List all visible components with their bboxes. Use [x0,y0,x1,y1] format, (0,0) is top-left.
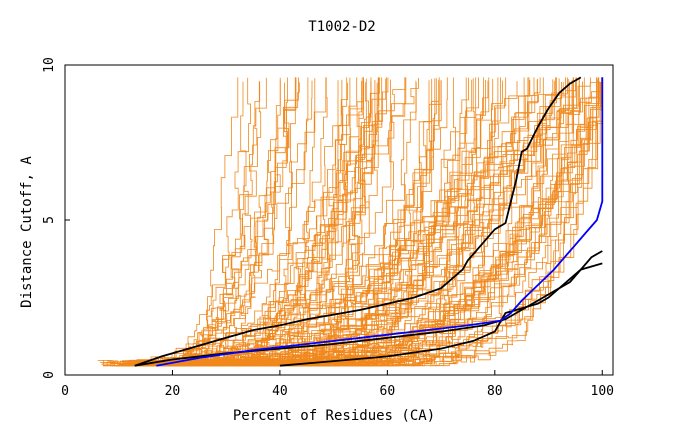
background-series-line [139,77,251,367]
background-series-line [176,77,566,367]
axis-ticks: 0 20 40 60 80 100 0 5 10 [42,57,614,399]
background-series-group [97,77,603,367]
background-series-line [111,80,430,367]
y-tick-label: 0 [42,371,57,379]
background-series-line [131,77,296,367]
background-series-line [146,77,267,367]
x-tick-label: 0 [61,384,69,399]
x-axis-label: Percent of Residues (CA) [233,408,435,424]
background-series-line [234,82,440,367]
background-series-line [211,77,328,367]
blue-curve-line [156,77,604,367]
x-tick-label: 80 [487,384,503,399]
y-tick-label: 5 [42,216,57,224]
black-curve-3-line [279,250,603,367]
highlighted-series-group [134,76,604,367]
x-tick-label: 100 [591,384,614,399]
background-series-line [153,79,603,367]
y-tick-label: 10 [42,57,57,73]
x-tick-label: 40 [272,384,288,399]
background-series-line [139,80,281,367]
background-series-line [164,77,407,367]
background-series-line [120,77,309,367]
chart-title: T1002-D2 [308,19,375,35]
background-series-line [111,77,387,367]
background-series-line [145,82,348,367]
background-series-line [102,78,436,367]
x-tick-label: 60 [380,384,396,399]
x-tick-label: 20 [165,384,181,399]
background-series-line [135,82,300,367]
black-curve-1-line [134,76,582,367]
background-series-line [124,77,281,367]
y-axis-label: Distance Cutoff, A [19,156,35,308]
background-series-line [165,82,288,367]
background-series-line [304,77,603,367]
background-series-line [126,77,297,367]
